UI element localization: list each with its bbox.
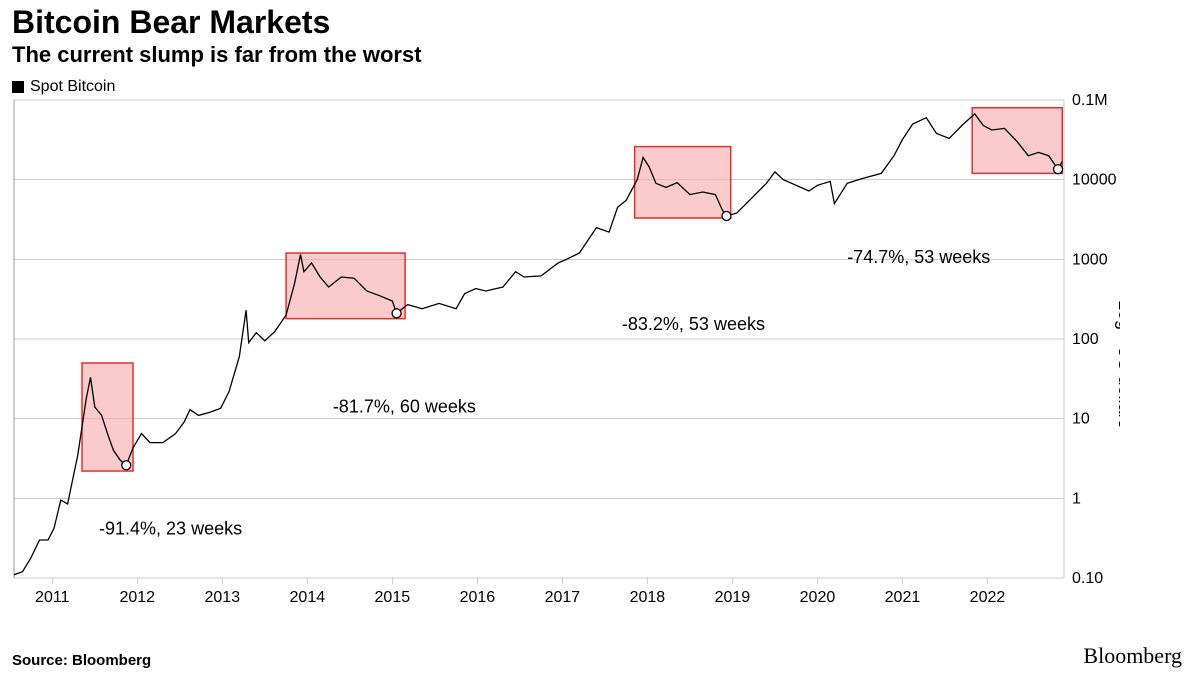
trough-marker [1054,165,1063,174]
y-tick-label: 0.1M [1072,92,1108,109]
x-tick-label: 2018 [630,589,666,606]
x-tick-label: 2013 [205,589,241,606]
x-tick-label: 2020 [800,589,836,606]
y-tick-label: 1000 [1072,251,1108,268]
bear-market-annotation: -81.7%, 60 weeks [333,396,476,416]
y-tick-label: 100 [1072,331,1099,348]
chart-subtitle: The current slump is far from the worst [12,42,422,68]
price-line [14,114,1062,575]
x-tick-label: 2012 [119,589,155,606]
x-tick-label: 2011 [35,589,70,606]
y-tick-label: 0.10 [1072,570,1103,587]
chart-title: Bitcoin Bear Markets [12,4,330,41]
y-axis-label-usd: US dollars [1115,345,1120,428]
source-label: Source: Bloomberg [12,652,151,669]
x-tick-label: 2016 [460,589,496,606]
bear-market-box [972,108,1062,174]
y-axis-label-log: Log [1115,300,1120,330]
x-tick-label: 2021 [885,589,921,606]
brand-label: Bloomberg [1083,643,1182,669]
chart-area: -91.4%, 23 weeks -81.7%, 60 weeks -83.2%, … [10,80,1120,610]
bear-market-annotation: -91.4%, 23 weeks [99,519,242,539]
y-tick-label: 10 [1072,411,1090,428]
trough-marker [722,211,731,220]
x-tick-label: 2019 [715,589,751,606]
chart-svg: -91.4%, 23 weeks -81.7%, 60 weeks -83.2%, … [10,80,1120,610]
x-tick-label: 2017 [545,589,581,606]
x-tick-label: 2022 [970,589,1006,606]
trough-marker [122,461,131,470]
bear-market-box [286,253,405,319]
bear-market-annotation: -83.2%, 53 weeks [622,314,765,334]
bear-market-annotation: -74.7%, 53 weeks [847,247,990,267]
bear-market-box [635,147,731,218]
trough-marker [392,309,401,318]
x-tick-label: 2015 [375,589,411,606]
y-tick-label: 1 [1072,490,1081,507]
y-tick-label: 10000 [1072,172,1117,189]
x-tick-label: 2014 [290,589,326,606]
